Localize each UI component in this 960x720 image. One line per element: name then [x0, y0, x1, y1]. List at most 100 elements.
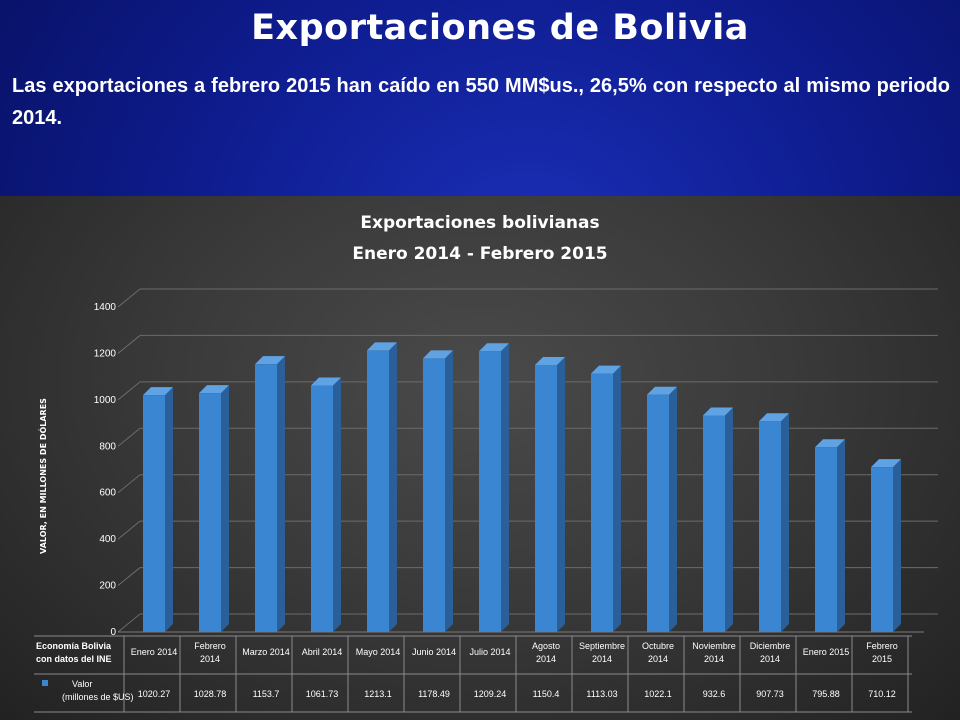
data-label: 710.12 [868, 689, 896, 699]
data-label: 907.73 [756, 689, 784, 699]
y-tick-label: 0 [110, 627, 116, 638]
grid-line-depth [117, 474, 141, 494]
chart-panel: 0 200 400 600 800 1000 1200 1400 Economía Boliv… [0, 196, 960, 720]
grid-line-depth [117, 427, 141, 447]
y-tick-label: 1000 [94, 395, 117, 406]
bar-side [781, 413, 789, 632]
x-tick-label: Mayo 2014 [356, 647, 401, 657]
bar-top [367, 342, 397, 351]
x-tick-label: Febrero [194, 641, 226, 651]
bar [591, 365, 621, 632]
y-tick-label: 400 [99, 534, 116, 545]
bar-top [535, 356, 565, 365]
bar-front [423, 358, 445, 632]
grid-line-depth [117, 335, 141, 354]
bar-side [333, 377, 341, 632]
x-tick-label: Enero 2015 [803, 647, 850, 657]
x-tick-label: 2014 [704, 654, 724, 664]
bar-front [535, 364, 557, 632]
bar-side [277, 356, 285, 632]
x-tick-label: 2014 [592, 654, 612, 664]
legend-label: Valor [72, 679, 92, 689]
data-label: 1113.03 [586, 689, 617, 699]
bar-top [647, 386, 677, 395]
bar [759, 413, 789, 632]
x-tick-label: 2014 [200, 654, 220, 664]
bar [255, 356, 285, 632]
legend-label: (millones de $US) [62, 692, 134, 702]
bar-side [501, 343, 509, 632]
bar-side [389, 342, 397, 632]
bar-front [703, 415, 725, 632]
data-table: Economía Bolivia con datos del INE Valor (m… [34, 635, 912, 713]
data-label: 1061.73 [306, 689, 339, 699]
bar-top [423, 350, 453, 359]
bar-top [479, 343, 509, 352]
data-label: 1150.4 [533, 689, 560, 699]
bar [871, 459, 901, 632]
bar-front [143, 395, 165, 632]
bar-side [557, 356, 565, 632]
x-tick-label: Abril 2014 [302, 647, 343, 657]
bar-top [311, 377, 341, 386]
table-corner-label: con datos del INE [36, 654, 112, 664]
x-tick-label: Junio 2014 [412, 647, 456, 657]
bar-front [479, 351, 501, 632]
data-label: 932.6 [703, 689, 726, 699]
data-label: 1028.78 [194, 689, 227, 699]
x-tick-label: 2015 [872, 654, 892, 664]
bar [367, 342, 397, 632]
grid-line-depth [117, 567, 141, 586]
bar [535, 356, 565, 632]
bar-side [613, 365, 621, 632]
x-tick-label: Octubre [642, 641, 674, 651]
bar [311, 377, 341, 632]
bar-top [591, 365, 621, 374]
bar-front [255, 364, 277, 632]
y-tick-label: 1400 [94, 302, 117, 313]
grid-line-depth [117, 381, 141, 401]
bar-side [725, 407, 733, 632]
legend-swatch [42, 680, 48, 686]
data-label: 1209.24 [474, 689, 507, 699]
chart-title: Exportaciones bolivianas [360, 213, 599, 233]
y-tick-label: 600 [99, 488, 116, 499]
bars [143, 342, 901, 632]
bar [479, 343, 509, 632]
x-tick-label: Agosto [532, 641, 560, 651]
bar-front [759, 421, 781, 632]
data-label: 1153.7 [253, 689, 280, 699]
slide-title: Exportaciones de Bolivia [251, 8, 749, 48]
bar-side [669, 386, 677, 632]
bar [199, 385, 229, 632]
bar-top [815, 439, 845, 448]
x-tick-label: Febrero [866, 641, 898, 651]
grid-line-depth [117, 288, 141, 308]
bar-front [647, 394, 669, 632]
slide-subtitle: Las exportaciones a febrero 2015 han caí… [12, 75, 950, 129]
data-label: 1178.49 [418, 689, 450, 699]
y-axis-label: VALOR, EN MILLONES DE DÓLARES [37, 398, 48, 554]
y-tick-label: 200 [99, 581, 116, 592]
bar-top [199, 385, 229, 394]
data-label: 795.88 [812, 689, 840, 699]
bar-chart: 0 200 400 600 800 1000 1200 1400 Economía Boliv… [34, 213, 938, 713]
bar [703, 407, 733, 632]
data-label: 1022.1 [644, 689, 672, 699]
bar-side [445, 350, 453, 632]
bar-front [871, 467, 893, 632]
x-tick-label: 2014 [760, 654, 780, 664]
grid-line-depth [117, 520, 141, 540]
table-corner-label: Economía Bolivia [36, 641, 112, 651]
bar-front [815, 447, 837, 632]
bar-top [871, 459, 901, 468]
chart-subtitle: Enero 2014 - Febrero 2015 [352, 244, 607, 264]
bar [423, 350, 453, 632]
bar-front [199, 393, 221, 632]
bar [143, 387, 173, 632]
x-tick-label: Noviembre [692, 641, 736, 651]
y-tick-label: 1200 [94, 348, 117, 359]
bar-top [255, 356, 285, 365]
x-tick-label: Julio 2014 [469, 647, 510, 657]
x-tick-label: Enero 2014 [131, 647, 178, 657]
